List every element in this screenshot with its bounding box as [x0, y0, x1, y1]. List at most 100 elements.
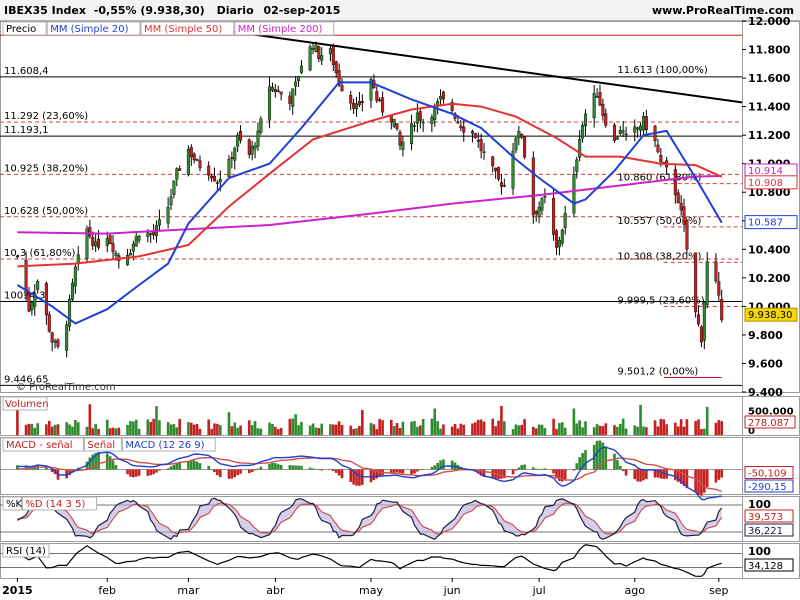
- volume-bar: [332, 424, 335, 435]
- macd-histogram-bar: [534, 468, 538, 470]
- macd-histogram-bar: [271, 462, 274, 470]
- candle-body: [97, 238, 101, 248]
- macd-histogram-bar: [555, 469, 558, 479]
- price-value-badge-label: 10.914: [748, 166, 783, 177]
- volume-bar: [53, 424, 57, 435]
- volume-bar: [601, 426, 605, 435]
- volume-bar: [65, 422, 68, 435]
- candle-body: [499, 182, 503, 187]
- candle-body: [169, 196, 173, 206]
- volume-bar: [642, 426, 645, 435]
- candle-body: [259, 118, 263, 133]
- ma20-line: [16, 81, 723, 325]
- candle-body: [24, 259, 28, 297]
- volume-bar: [572, 408, 576, 435]
- macd-histogram-bar: [482, 469, 486, 478]
- volume-bar: [247, 420, 251, 435]
- macd-histogram-bar: [705, 469, 709, 487]
- candle-body: [578, 138, 582, 158]
- macd-histogram-bar: [65, 469, 68, 479]
- candle-body: [592, 93, 596, 119]
- volume-bar: [253, 421, 257, 435]
- volume-bar: [108, 428, 112, 435]
- volume-bar: [114, 428, 118, 435]
- volume-bar: [334, 424, 338, 435]
- macd-histogram-bar: [389, 469, 393, 474]
- volume-value-badge: [744, 415, 796, 429]
- volume-bar: [297, 425, 300, 435]
- volume-bar: [271, 423, 274, 435]
- macd-legend-item: Señal: [87, 440, 115, 451]
- macd-histogram-group: [16, 440, 724, 496]
- candle-body: [682, 206, 686, 225]
- macd-histogram-bar: [192, 460, 196, 470]
- volume-value-label: 278.087: [748, 418, 789, 429]
- macd-histogram-bar: [358, 469, 361, 486]
- volume-bar: [329, 424, 332, 435]
- volume-bar: [45, 424, 48, 435]
- volume-bar: [633, 425, 637, 435]
- x-tick-label: may: [359, 584, 383, 597]
- macd-histogram-bar: [152, 469, 155, 475]
- volume-bar: [375, 429, 379, 435]
- volume-bar: [24, 424, 28, 435]
- volume-bar: [369, 423, 373, 435]
- candle-body: [714, 261, 718, 282]
- macd-histogram-bar: [247, 469, 251, 474]
- price-y-tick-label: 11.800: [748, 44, 791, 57]
- x-tick-label: sep: [709, 584, 728, 597]
- price-y-tick-label: 11.200: [748, 129, 791, 142]
- volume-bar: [389, 419, 393, 435]
- volume-bar: [129, 421, 132, 435]
- volume-bar: [227, 412, 231, 435]
- macd-histogram-bar: [227, 469, 231, 479]
- volume-bar: [36, 423, 39, 435]
- candle-body: [450, 101, 454, 111]
- volume-bar: [146, 419, 150, 435]
- instrument-symbol: IBEX35 Index: [4, 4, 86, 17]
- candle-body: [601, 103, 605, 117]
- candle-body: [410, 123, 414, 144]
- price-y-tick-label: 12.000: [748, 15, 791, 28]
- price-value-badge-label: 9.938,30: [748, 310, 793, 321]
- candle-body: [253, 145, 257, 150]
- macd-histogram-bar: [207, 465, 210, 470]
- macd-histogram-bar: [433, 465, 437, 470]
- candle-body: [352, 102, 356, 109]
- volume-bar: [97, 428, 100, 435]
- volume-bar: [132, 421, 135, 435]
- x-tick-label: mar: [177, 584, 199, 597]
- candle-body: [317, 46, 321, 59]
- price-legend-item: MM (Simple 50): [144, 24, 222, 35]
- volume-bar: [233, 422, 237, 435]
- volume-bar: [636, 426, 639, 435]
- candle-body: [299, 65, 303, 73]
- macd-histogram-bar: [581, 453, 584, 470]
- macd-histogram-bar: [239, 469, 242, 474]
- volume-bar: [537, 424, 541, 435]
- volume-bar: [659, 418, 663, 435]
- candle-body: [192, 153, 196, 161]
- volume-bar: [540, 424, 544, 435]
- candle-body: [15, 255, 19, 258]
- macd-histogram-bar: [572, 469, 576, 471]
- macd-histogram-bar: [511, 469, 515, 475]
- volume-bar: [459, 423, 463, 435]
- price-legend-item: MM (Simple 20): [50, 24, 128, 35]
- volume-bar: [621, 418, 625, 435]
- chart-period[interactable]: Diario: [216, 4, 254, 17]
- candle-body: [694, 252, 698, 313]
- macd-histogram-bar: [694, 469, 697, 493]
- site-url[interactable]: www.ProRealTime.com: [651, 4, 794, 17]
- volume-bar: [618, 424, 622, 435]
- macd-histogram-bar: [656, 469, 660, 478]
- macd-histogram-bar: [349, 469, 353, 482]
- candle-body: [543, 196, 547, 198]
- candle-body: [36, 281, 40, 290]
- candle-body: [378, 99, 382, 101]
- candle-body: [401, 141, 405, 150]
- candle-body: [291, 88, 295, 107]
- macd-histogram-bar: [418, 469, 422, 471]
- macd-histogram-bar: [372, 469, 376, 481]
